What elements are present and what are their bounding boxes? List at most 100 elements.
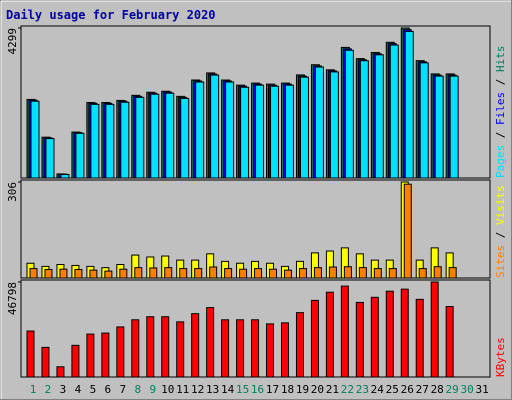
x-tick-label: 1 (30, 383, 37, 396)
bar (191, 313, 200, 378)
y-tick-label: 4299 (6, 28, 19, 55)
x-tick-label: 22 (341, 383, 354, 396)
bar (270, 85, 280, 179)
legend-entry: Pages (494, 145, 507, 178)
bar (419, 62, 429, 179)
bar (299, 76, 309, 179)
bar (26, 330, 35, 378)
x-tick-label: 26 (401, 383, 414, 396)
bar (239, 268, 248, 279)
legend-entry: Sites (494, 245, 507, 278)
y-tick-label: 46798 (6, 282, 19, 315)
x-tick-label: 6 (105, 383, 112, 396)
bar (404, 30, 414, 179)
bar (179, 268, 188, 279)
bar (449, 75, 459, 179)
x-tick-label: 4 (75, 383, 82, 396)
bar (89, 269, 98, 279)
bar (86, 333, 95, 378)
bar (104, 270, 113, 279)
bar (310, 299, 319, 378)
legend-entry: Visits (494, 185, 507, 225)
bar (210, 74, 220, 179)
legend: Sites / Visits (494, 185, 507, 278)
bar (209, 266, 218, 279)
bar (135, 96, 145, 179)
bar (56, 366, 65, 378)
bar (418, 268, 427, 279)
legend-entry: Files (494, 92, 507, 125)
x-tick-label: 24 (371, 383, 385, 396)
bar (225, 81, 235, 179)
x-tick-label: 8 (134, 383, 141, 396)
bar (71, 344, 80, 378)
bar (433, 266, 442, 279)
x-tick-label: 5 (90, 383, 97, 396)
x-tick-label: 25 (386, 383, 399, 396)
bar (280, 322, 289, 378)
bar (255, 84, 265, 179)
bar (389, 44, 399, 179)
bar (101, 332, 110, 378)
x-tick-label: 20 (311, 383, 324, 396)
bar (340, 285, 349, 378)
bar (41, 346, 50, 378)
bar (298, 268, 307, 279)
x-tick-label: 12 (191, 383, 204, 396)
bar (134, 267, 143, 279)
bar (358, 267, 367, 279)
x-tick-label: 2 (45, 383, 52, 396)
x-tick-label: 7 (120, 383, 127, 396)
bar (164, 267, 173, 279)
legend-separator: / (494, 72, 507, 92)
bar (403, 183, 412, 279)
bar (119, 268, 128, 279)
bar (415, 298, 424, 378)
bar (75, 132, 85, 179)
bar (313, 267, 322, 279)
bar (120, 101, 130, 179)
bar (329, 71, 339, 179)
bar (194, 268, 203, 279)
x-tick-label: 9 (149, 383, 156, 396)
x-tick-label: 17 (266, 383, 279, 396)
bar (161, 316, 170, 378)
x-tick-label: 23 (356, 383, 369, 396)
bar (176, 321, 185, 378)
bar (355, 301, 364, 378)
bar (385, 290, 394, 378)
bar (221, 319, 230, 378)
x-tick-label: 16 (251, 383, 264, 396)
legend: Pages / Files / Hits (494, 46, 507, 179)
bar (370, 296, 379, 378)
bar (44, 269, 53, 279)
bar (236, 319, 245, 378)
bar (388, 268, 397, 279)
bar (430, 281, 439, 378)
bar (206, 307, 215, 378)
legend: KBytes (494, 337, 507, 377)
bar (328, 266, 337, 279)
bar (116, 326, 125, 378)
bar (344, 49, 354, 179)
bar (165, 92, 175, 179)
x-tick-label: 13 (206, 383, 219, 396)
bar (224, 268, 233, 279)
bar (74, 269, 83, 279)
x-tick-label: 31 (475, 383, 488, 396)
bar (240, 86, 250, 179)
x-tick-label: 10 (161, 383, 174, 396)
legend-separator: / (494, 125, 507, 145)
bar (325, 291, 334, 378)
x-tick-label: 21 (326, 383, 339, 396)
bar (59, 268, 68, 279)
bar (373, 268, 382, 279)
bar (251, 319, 260, 378)
bar (374, 54, 384, 179)
bar (266, 323, 275, 378)
legend-entry: KBytes (494, 337, 507, 377)
bar (445, 306, 454, 378)
x-tick-label: 11 (176, 383, 189, 396)
x-tick-label: 30 (461, 383, 474, 396)
